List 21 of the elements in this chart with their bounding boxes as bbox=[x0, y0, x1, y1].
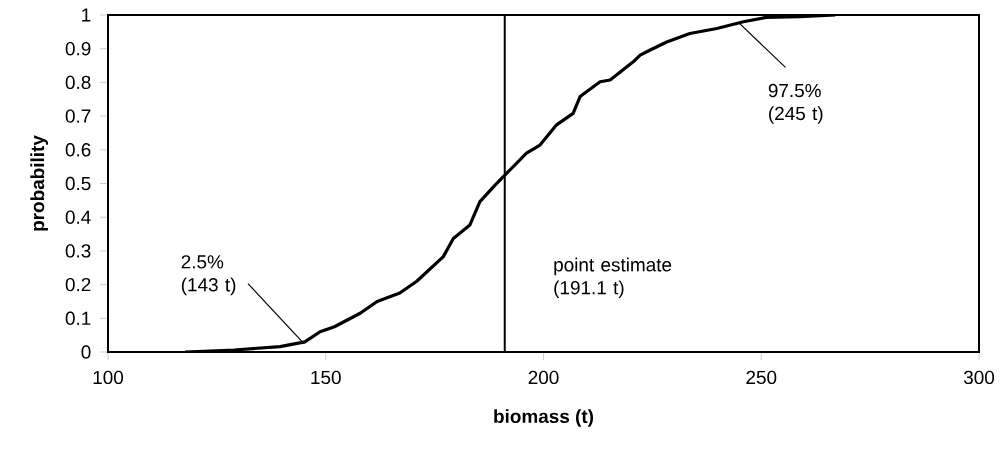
y-tick-label: 0.5 bbox=[65, 176, 91, 191]
x-axis-title: biomass (t) bbox=[494, 409, 594, 427]
y-tick-label: 0.6 bbox=[65, 143, 91, 157]
y-tick-label: 0.9 bbox=[65, 42, 91, 56]
y-axis-title: probability bbox=[30, 135, 48, 231]
x-tick-label: 300 bbox=[963, 370, 995, 385]
y-tick-label: 0.1 bbox=[65, 311, 91, 326]
y-tick-label: 1 bbox=[82, 8, 91, 22]
y-tick-label: 0.4 bbox=[65, 210, 91, 224]
y-tick-label: 0.8 bbox=[65, 75, 91, 90]
annotation: 97.5% (245 t) bbox=[768, 83, 823, 124]
y-tick-label: 0.2 bbox=[65, 277, 91, 292]
x-tick-label: 200 bbox=[528, 370, 559, 385]
ref-line-label: point estimate (191.1 t) bbox=[554, 257, 672, 299]
y-tick-label: 0 bbox=[81, 345, 91, 359]
x-tick-label: 100 bbox=[93, 370, 124, 385]
x-tick-label: 250 bbox=[746, 370, 777, 385]
y-tick-label: 0.3 bbox=[65, 244, 91, 258]
annotation: 2.5% (143 t) bbox=[181, 255, 236, 296]
y-tick-label: 0.7 bbox=[65, 109, 91, 123]
x-tick-label: 150 bbox=[311, 370, 341, 385]
